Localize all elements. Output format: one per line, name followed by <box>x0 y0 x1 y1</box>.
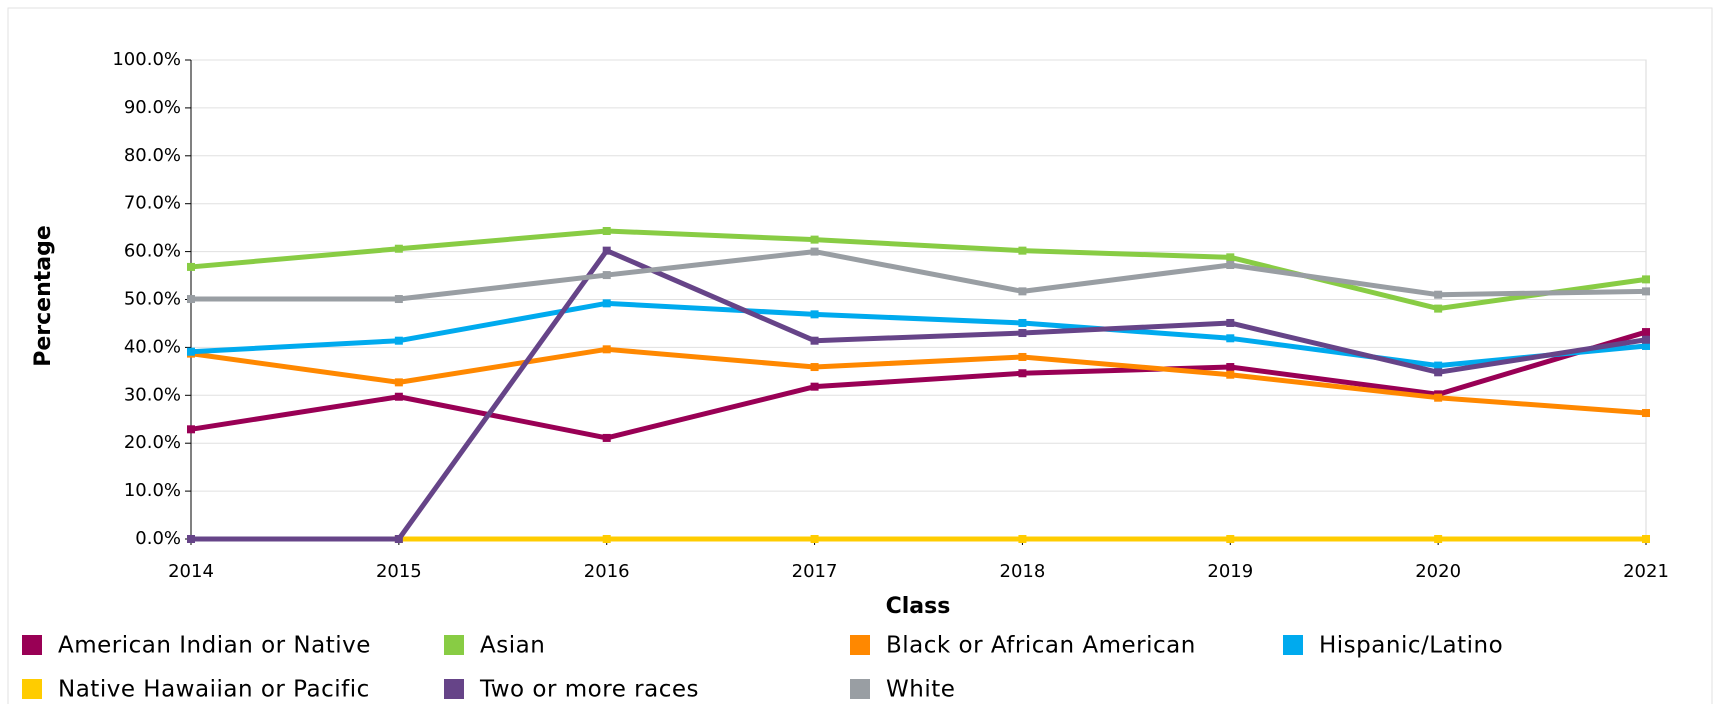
x-tick-label: 2014 <box>168 561 214 582</box>
y-tick-label: 0.0% <box>135 528 181 549</box>
point-marker <box>1226 363 1235 372</box>
frame <box>7 7 1713 704</box>
point-marker <box>394 295 403 304</box>
series-line <box>190 329 1647 441</box>
point-marker <box>602 345 611 354</box>
point-marker <box>810 363 819 372</box>
point-marker <box>187 262 195 271</box>
point-marker <box>1642 535 1650 543</box>
point-marker <box>810 382 819 391</box>
legend-label: Hispanic/Latino <box>1319 633 1503 659</box>
point-marker <box>1434 361 1443 370</box>
point-marker <box>1226 261 1235 270</box>
point-marker <box>394 336 403 345</box>
point-marker <box>1642 341 1650 350</box>
legend-label: Asian <box>480 633 545 659</box>
series-line <box>190 228 1647 312</box>
point-marker <box>810 235 819 244</box>
point-marker <box>1642 409 1650 418</box>
x-tick-label: 2021 <box>1623 561 1669 582</box>
point-marker <box>1434 290 1443 299</box>
y-tick-label: 30.0% <box>124 384 181 405</box>
point-marker <box>187 425 195 434</box>
legend-swatch <box>444 679 464 699</box>
legend-label: White <box>886 677 955 703</box>
series-line <box>191 249 1647 302</box>
series-line <box>191 248 1647 542</box>
point-marker <box>1226 535 1235 543</box>
y-axis-title: Percentage <box>31 225 56 367</box>
x-tick-label: 2020 <box>1415 561 1461 582</box>
point-marker <box>394 378 403 387</box>
point-marker <box>1226 334 1235 343</box>
legend-label: Two or more races <box>479 677 699 703</box>
point-marker <box>1226 318 1235 327</box>
y-tick-label: 100.0% <box>112 49 181 70</box>
point-marker <box>1642 328 1650 337</box>
x-axis-title: Class <box>886 594 951 619</box>
point-marker <box>602 535 611 543</box>
point-marker <box>810 336 819 345</box>
series-line <box>190 300 1647 369</box>
y-tick-label: 40.0% <box>124 336 181 357</box>
point-marker <box>1018 369 1027 378</box>
y-tick-label: 90.0% <box>124 97 181 118</box>
y-tick-label: 80.0% <box>124 145 181 166</box>
point-marker <box>602 433 611 442</box>
point-marker <box>810 310 819 319</box>
point-marker <box>1642 275 1650 284</box>
y-tick-label: 50.0% <box>124 289 181 310</box>
legend-swatch <box>444 635 464 655</box>
point-marker <box>1018 246 1027 255</box>
point-marker <box>810 247 819 256</box>
point-marker <box>1642 287 1650 296</box>
point-marker <box>1226 253 1235 262</box>
legend-swatch <box>850 635 870 655</box>
legend-swatch <box>1283 635 1303 655</box>
point-marker <box>1434 535 1443 543</box>
point-marker <box>1642 335 1650 344</box>
point-marker <box>602 246 611 255</box>
x-tick-label: 2017 <box>792 561 838 582</box>
point-marker <box>1018 352 1027 361</box>
point-marker <box>394 535 403 543</box>
point-marker <box>602 271 611 280</box>
point-marker <box>810 535 819 543</box>
point-marker <box>602 299 611 308</box>
point-marker <box>1018 535 1027 543</box>
point-marker <box>187 535 195 543</box>
point-marker <box>1434 304 1443 313</box>
legend-swatch <box>22 679 42 699</box>
y-tick-label: 70.0% <box>124 193 181 214</box>
series-line <box>190 346 1647 416</box>
x-tick-label: 2019 <box>1207 561 1253 582</box>
point-marker <box>187 295 195 304</box>
legend-swatch <box>850 679 870 699</box>
point-marker <box>1226 370 1235 379</box>
point-marker <box>394 392 403 401</box>
point-marker <box>1018 318 1027 327</box>
point-marker <box>1018 329 1027 338</box>
legend-label: Native Hawaiian or Pacific <box>58 677 370 703</box>
legend-label: Black or African American <box>886 633 1196 659</box>
x-tick-label: 2018 <box>1000 561 1046 582</box>
y-tick-label: 10.0% <box>124 480 181 501</box>
point-marker <box>1018 287 1027 296</box>
y-tick-label: 20.0% <box>124 432 181 453</box>
point-marker <box>1434 368 1443 377</box>
point-marker <box>602 227 611 236</box>
legend-label: American Indian or Native <box>58 633 371 659</box>
point-marker <box>394 244 403 253</box>
x-tick-label: 2016 <box>584 561 630 582</box>
point-marker <box>1434 393 1443 402</box>
x-tick-label: 2015 <box>376 561 422 582</box>
point-marker <box>187 347 195 356</box>
y-tick-label: 60.0% <box>124 241 181 262</box>
legend-swatch <box>22 635 42 655</box>
